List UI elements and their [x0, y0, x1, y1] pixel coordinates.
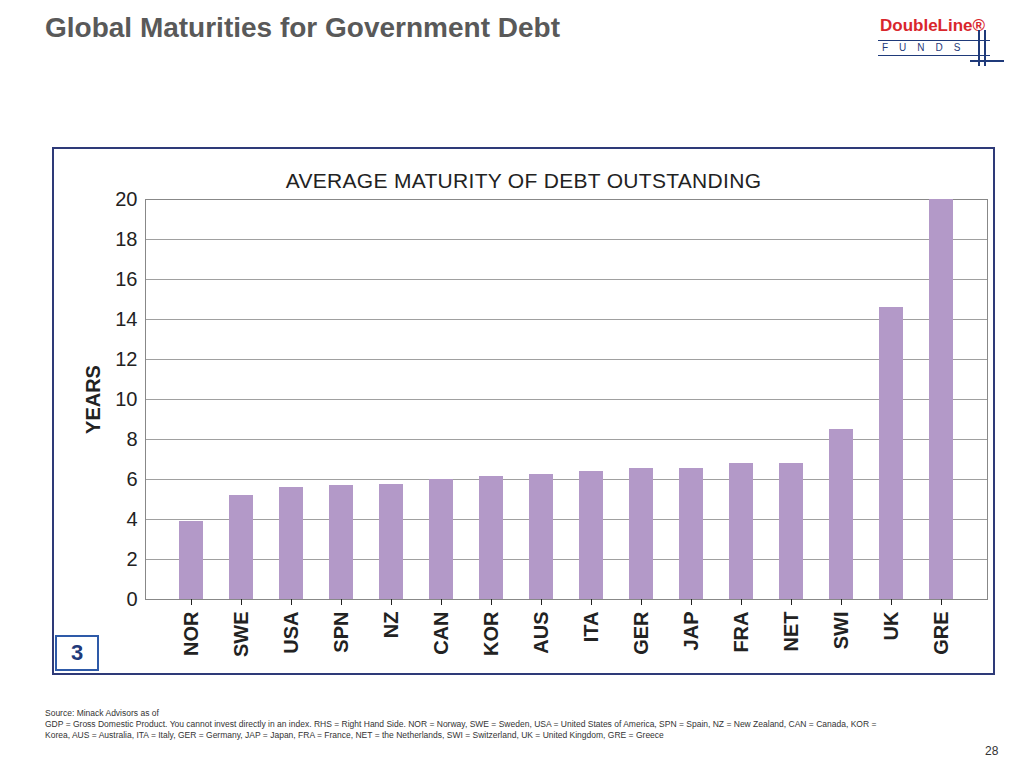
svg-text:2: 2: [126, 548, 137, 570]
svg-text:KOR: KOR: [480, 611, 502, 656]
svg-text:SPN: SPN: [330, 612, 352, 653]
svg-text:JAP: JAP: [680, 612, 702, 651]
svg-text:YEARS: YEARS: [82, 365, 104, 434]
svg-text:SWI: SWI: [830, 612, 852, 650]
svg-text:GER: GER: [630, 611, 652, 655]
svg-text:NET: NET: [780, 612, 802, 652]
html-text:28: 28: [985, 744, 999, 758]
svg-text:10: 10: [115, 388, 137, 410]
svg-text:SWE: SWE: [230, 612, 252, 658]
html-text:DoubleLine®: DoubleLine®: [880, 16, 986, 35]
html-text:AVERAGE MATURITY OF DEBT OUTST: AVERAGE MATURITY OF DEBT OUTSTANDING: [285, 169, 762, 192]
html-text:3: 3: [70, 640, 84, 665]
svg-text:8: 8: [126, 428, 137, 450]
svg-text:6: 6: [126, 468, 137, 490]
svg-text:14: 14: [115, 308, 137, 330]
svg-text:UK: UK: [880, 611, 902, 640]
svg-text:18: 18: [115, 228, 137, 250]
svg-text:GRE: GRE: [930, 612, 952, 655]
html-text:Source: Minack Advisors as of: Source: Minack Advisors as of: [45, 708, 159, 718]
svg-text:20: 20: [115, 188, 137, 210]
svg-text:FRA: FRA: [730, 612, 752, 653]
html-text:GDP = Gross Domestic Product.: GDP = Gross Domestic Product. You cannot…: [45, 719, 877, 740]
svg-text:ITA: ITA: [580, 612, 602, 643]
html-text:Global Maturities for Governme: Global Maturities for Government Debt: [45, 12, 560, 43]
svg-text:0: 0: [126, 588, 137, 610]
svg-text:AUS: AUS: [530, 612, 552, 654]
svg-text:NZ: NZ: [380, 612, 402, 639]
svg-text:CAN: CAN: [430, 612, 452, 655]
svg-text:16: 16: [115, 268, 137, 290]
svg-text:4: 4: [126, 508, 137, 530]
svg-text:NOR: NOR: [180, 611, 202, 656]
svg-text:USA: USA: [280, 612, 302, 654]
html-text:FUNDS: FUNDS: [882, 42, 972, 53]
svg-text:12: 12: [115, 348, 137, 370]
